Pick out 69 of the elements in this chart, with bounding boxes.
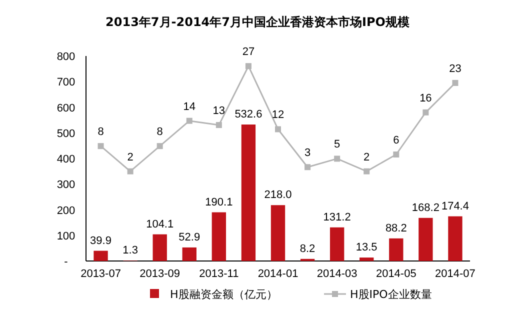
y-tick-label: 600 bbox=[56, 102, 76, 114]
bar bbox=[182, 247, 196, 261]
point bbox=[275, 126, 281, 132]
y-tick-label: 700 bbox=[56, 76, 76, 89]
data-label: 16 bbox=[420, 92, 432, 104]
x-tick-label: 2014-07 bbox=[435, 268, 476, 280]
y-tick-label: 400 bbox=[56, 154, 76, 166]
bar bbox=[212, 212, 226, 261]
x-tick-label: 2014-01 bbox=[258, 268, 298, 280]
data-label: 39.9 bbox=[90, 234, 112, 247]
data-label: 104.1 bbox=[146, 218, 174, 230]
y-tick-label: 500 bbox=[56, 128, 76, 140]
point bbox=[304, 164, 311, 170]
point bbox=[127, 168, 134, 174]
point bbox=[186, 118, 192, 124]
point bbox=[422, 109, 429, 116]
data-label: 27 bbox=[242, 46, 255, 58]
bar bbox=[330, 227, 344, 261]
legend-label: H股融资金额（亿元） bbox=[170, 288, 278, 301]
x-tick-label: 2013-07 bbox=[80, 268, 121, 280]
point bbox=[245, 63, 252, 70]
bar bbox=[94, 250, 108, 261]
data-label: 6 bbox=[393, 134, 400, 146]
data-label: 14 bbox=[183, 100, 196, 113]
y-tick-label: - bbox=[64, 256, 68, 268]
data-label: 190.1 bbox=[205, 196, 233, 208]
bar bbox=[448, 216, 462, 261]
data-label: 12 bbox=[272, 109, 284, 122]
data-label: 8.2 bbox=[300, 242, 316, 255]
data-label: 2 bbox=[127, 151, 134, 164]
data-label: 532.6 bbox=[234, 108, 262, 121]
point bbox=[364, 168, 370, 174]
data-label: 8 bbox=[156, 126, 163, 138]
data-label: 13.5 bbox=[356, 242, 378, 254]
data-label: 174.4 bbox=[441, 200, 469, 212]
data-label: 3 bbox=[304, 147, 311, 160]
point bbox=[156, 143, 163, 150]
bar bbox=[241, 124, 256, 261]
point bbox=[98, 143, 104, 150]
y-tick-label: 100 bbox=[56, 230, 76, 242]
bar bbox=[270, 205, 286, 261]
bar bbox=[418, 218, 433, 261]
data-label: 131.2 bbox=[323, 211, 351, 224]
data-label: 1.3 bbox=[122, 244, 138, 257]
x-tick-label: 2013-11 bbox=[199, 268, 239, 280]
data-label: 88.2 bbox=[385, 222, 407, 234]
y-tick-label: 300 bbox=[56, 179, 76, 192]
y-tick-label: 800 bbox=[56, 51, 76, 63]
y-tick-label: 200 bbox=[56, 204, 76, 217]
data-label: 13 bbox=[212, 105, 226, 118]
bar bbox=[152, 234, 167, 261]
point bbox=[216, 122, 222, 128]
x-tick-label: 2014-05 bbox=[376, 268, 416, 280]
x-tick-label: 2013-09 bbox=[140, 268, 180, 280]
bar bbox=[360, 258, 374, 261]
data-label: 8 bbox=[98, 126, 104, 138]
data-label: 23 bbox=[449, 62, 462, 75]
point bbox=[393, 152, 400, 158]
legend-label: H股IPO企业数量 bbox=[350, 288, 432, 301]
data-label: 218.0 bbox=[264, 189, 292, 202]
bar bbox=[389, 238, 404, 261]
x-tick-label: 2014-03 bbox=[316, 268, 358, 280]
chart-title: 2013年7月-2014年7月中国企业香港资本市场IPO规模 bbox=[106, 15, 410, 29]
data-label: 5 bbox=[334, 138, 340, 151]
data-label: 168.2 bbox=[412, 202, 440, 214]
point bbox=[452, 80, 458, 86]
data-label: 52.9 bbox=[178, 231, 200, 244]
point bbox=[334, 156, 340, 162]
data-label: 2 bbox=[364, 151, 370, 164]
